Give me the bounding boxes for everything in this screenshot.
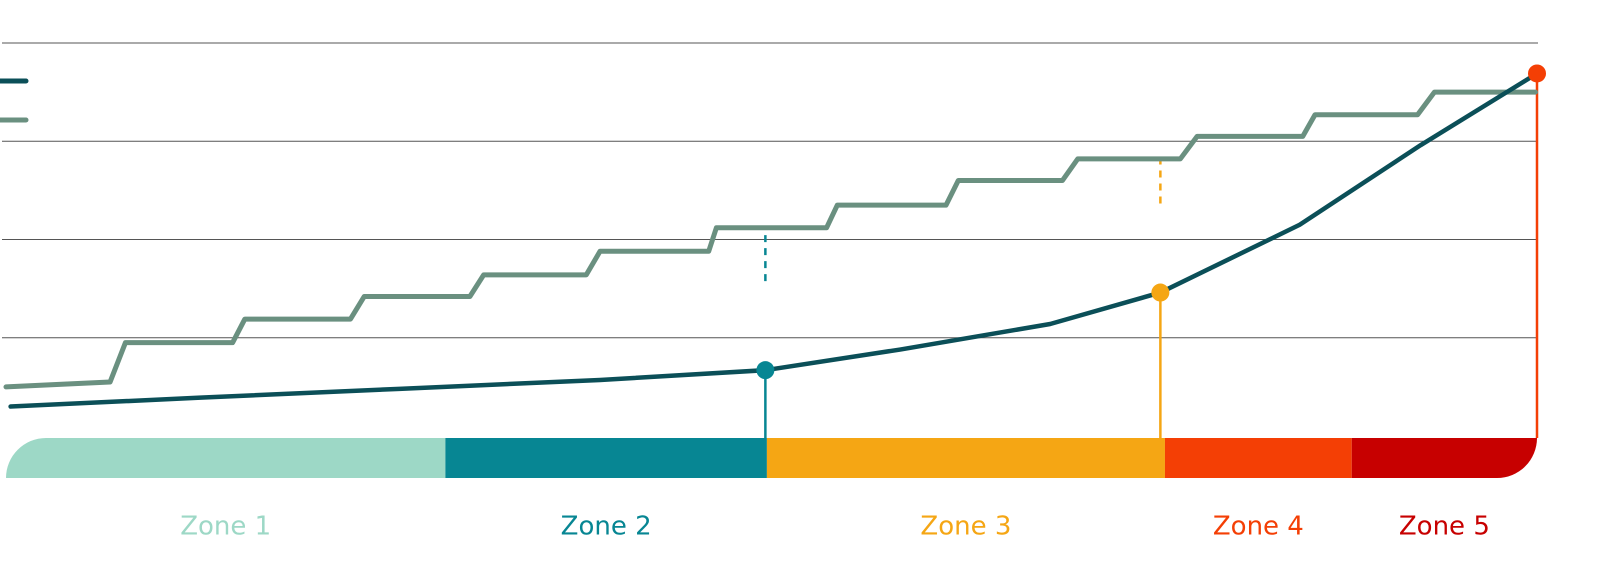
zone-band xyxy=(766,438,1165,478)
zone-band xyxy=(6,438,446,478)
marker-dot xyxy=(1528,64,1546,83)
series-line xyxy=(8,71,1540,409)
zone-label: Zone 1 xyxy=(180,512,271,542)
marker-dot xyxy=(756,361,775,380)
zone-label: Zone 4 xyxy=(1213,512,1304,542)
series-line xyxy=(3,89,1538,390)
zone-label: Zone 2 xyxy=(561,512,652,542)
zone-band xyxy=(445,438,767,478)
zone-band xyxy=(1351,438,1537,478)
zone-label: Zone 3 xyxy=(920,512,1011,542)
marker-dot xyxy=(1151,283,1170,302)
zone-band xyxy=(1164,438,1352,478)
zone-label: Zone 5 xyxy=(1399,512,1490,542)
